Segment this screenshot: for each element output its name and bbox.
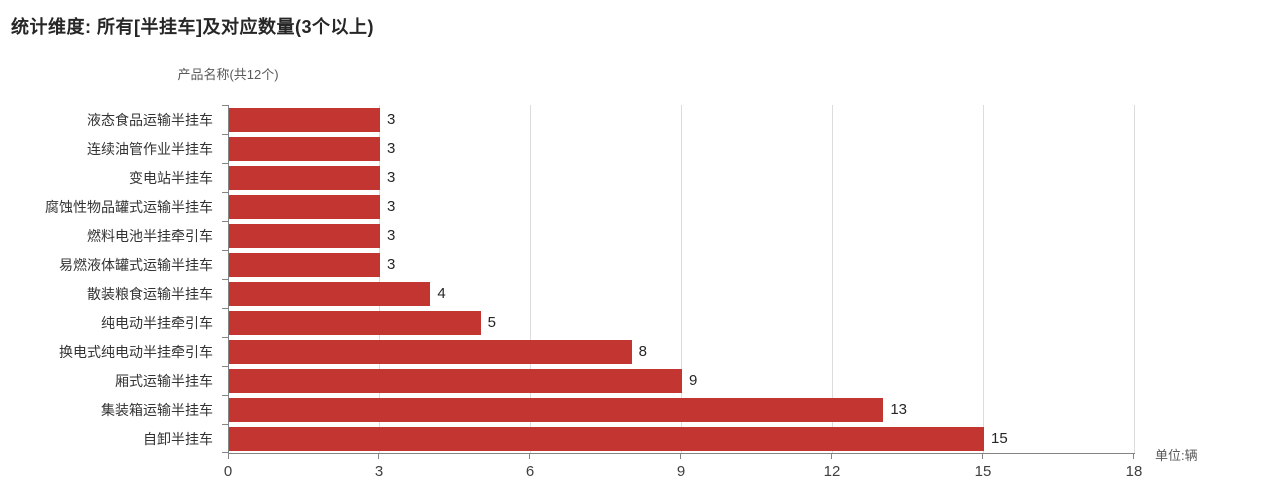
y-axis-tick xyxy=(222,279,229,280)
category-label: 连续油管作业半挂车 xyxy=(87,140,213,157)
value-label: 3 xyxy=(387,111,396,128)
x-axis: 0 3 6 9 12 15 18 xyxy=(224,454,1142,484)
x-axis-tick xyxy=(378,454,379,459)
value-label: 4 xyxy=(437,285,446,302)
x-axis-tick-label: 9 xyxy=(676,463,686,480)
bar[interactable] xyxy=(229,136,380,161)
x-axis-tick xyxy=(1133,454,1134,459)
x-axis-tick xyxy=(228,454,229,459)
bar[interactable] xyxy=(229,339,632,364)
unit-label: 单位:辆 xyxy=(1155,448,1198,463)
bar[interactable] xyxy=(229,310,481,335)
y-axis-tick xyxy=(222,308,229,309)
value-label: 8 xyxy=(638,343,647,360)
value-label: 3 xyxy=(387,169,396,186)
y-axis-tick xyxy=(222,192,229,193)
bar[interactable] xyxy=(229,426,984,451)
category-label: 集装箱运输半挂车 xyxy=(101,401,213,418)
gridline xyxy=(832,105,833,453)
x-axis-tick-label: 3 xyxy=(374,463,384,480)
bar[interactable] xyxy=(229,223,380,248)
x-axis-tick-label: 15 xyxy=(974,463,992,480)
value-label: 13 xyxy=(890,401,908,418)
x-axis-tick-label: 18 xyxy=(1125,463,1143,480)
category-label: 腐蚀性物品罐式运输半挂车 xyxy=(45,198,213,215)
value-label: 3 xyxy=(387,140,396,157)
y-axis-tick xyxy=(222,221,229,222)
value-label: 3 xyxy=(387,198,396,215)
x-axis-tick xyxy=(831,454,832,459)
category-label: 自卸半挂车 xyxy=(143,430,213,447)
x-axis-tick-label: 0 xyxy=(223,463,233,480)
x-axis-tick xyxy=(982,454,983,459)
x-axis-tick xyxy=(680,454,681,459)
bar[interactable] xyxy=(229,194,380,219)
bar[interactable] xyxy=(229,368,682,393)
value-label: 15 xyxy=(991,430,1008,447)
value-label: 9 xyxy=(689,372,698,389)
x-axis-tick xyxy=(529,454,530,459)
gridline xyxy=(1134,105,1135,453)
bar[interactable] xyxy=(229,107,380,132)
x-axis-tick-label: 6 xyxy=(525,463,535,480)
gridline xyxy=(530,105,531,453)
category-label: 厢式运输半挂车 xyxy=(115,372,213,389)
gridline xyxy=(983,105,984,453)
value-label: 3 xyxy=(387,256,396,273)
plot-area: 3 3 3 3 3 3 4 5 8 9 13 15 xyxy=(222,105,1135,454)
y-axis-tick xyxy=(222,366,229,367)
value-label: 5 xyxy=(487,314,496,331)
y-axis-name: 产品名称(共12个) xyxy=(177,67,279,82)
y-axis-tick xyxy=(222,134,229,135)
gridline xyxy=(681,105,682,453)
y-axis-tick xyxy=(222,163,229,164)
category-label: 燃料电池半挂牵引车 xyxy=(87,227,213,244)
y-axis-tick xyxy=(222,337,229,338)
chart-title: 统计维度: 所有[半挂车]及对应数量(3个以上) xyxy=(11,17,374,37)
category-label: 易燃液体罐式运输半挂车 xyxy=(59,256,213,273)
bar[interactable] xyxy=(229,252,380,277)
category-label: 液态食品运输半挂车 xyxy=(87,111,213,128)
y-axis-tick xyxy=(222,424,229,425)
x-axis-tick-label: 12 xyxy=(823,463,841,480)
gridline xyxy=(379,105,380,453)
bar[interactable] xyxy=(229,281,431,306)
bar[interactable] xyxy=(229,165,380,190)
category-label: 散装粮食运输半挂车 xyxy=(87,285,213,302)
y-axis-tick xyxy=(222,250,229,251)
category-label: 换电式纯电动半挂牵引车 xyxy=(59,343,213,360)
y-axis-category-labels: 液态食品运输半挂车 连续油管作业半挂车变电站半挂车腐蚀性物品罐式运输半挂车燃料电池… xyxy=(0,105,220,453)
category-label: 纯电动半挂牵引车 xyxy=(101,314,213,331)
y-axis-tick xyxy=(222,395,229,396)
y-axis-tick xyxy=(222,105,229,106)
y-axis-tick xyxy=(222,452,229,453)
value-label: 3 xyxy=(387,227,396,244)
category-label: 变电站半挂车 xyxy=(129,169,213,186)
bar[interactable] xyxy=(229,397,884,422)
